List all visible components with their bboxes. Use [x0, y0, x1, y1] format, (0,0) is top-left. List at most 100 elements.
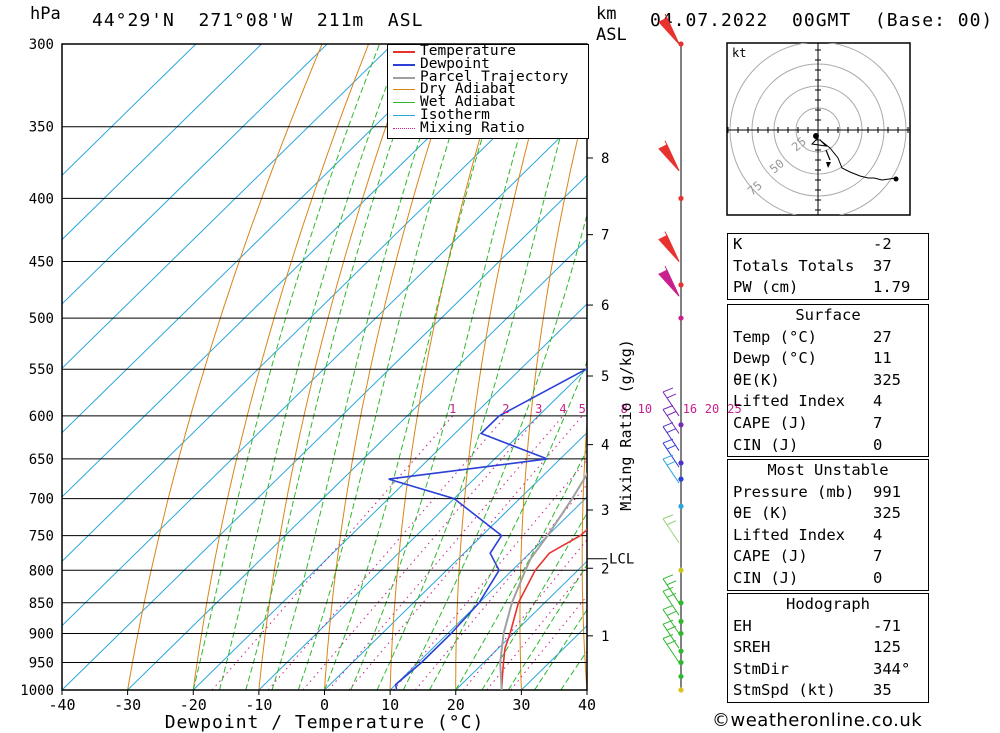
parcel-trajectory-line [499, 472, 587, 690]
hodo-stat-row: StmSpd (kt) 35 [728, 680, 928, 702]
mixing-ratio-label: 5 [579, 402, 586, 416]
dry-adiabat-line [192, 44, 370, 690]
mixing-ratio-label: 25 [727, 402, 741, 416]
wind-barb [662, 634, 680, 663]
index-row: K -2 [728, 234, 928, 256]
hodo-stat-value: -71 [873, 616, 901, 635]
surface-value: 11 [873, 349, 892, 368]
km-tick-label: 1 [601, 629, 609, 645]
surface-row: CIN (J) 0 [728, 435, 928, 457]
wind-barb [662, 422, 680, 451]
isotherm-line [127, 238, 587, 690]
legend-swatch [393, 76, 415, 79]
surface-row: Temp (°C) 27 [728, 327, 928, 349]
mu-row: CIN (J) 0 [728, 568, 928, 590]
pressure-tick-label: 900 [29, 626, 54, 642]
mixing-ratio-label: 1 [449, 402, 456, 416]
legend-swatch [393, 114, 415, 116]
location-title: 44°29'N 271°08'W 211m ASL [92, 10, 424, 31]
isotherm-line [455, 560, 587, 690]
wind-barb [662, 605, 680, 634]
wind-barb [662, 387, 680, 417]
pressure-tick-label: 350 [29, 120, 54, 136]
wind-barb [662, 405, 680, 434]
wind-level-dot [678, 315, 684, 321]
pressure-tick-label: 850 [29, 596, 54, 612]
hodograph-storm-vector [825, 149, 831, 161]
isotherm-line [62, 174, 587, 690]
surface-value: 27 [873, 327, 892, 346]
wind-level-dot [678, 41, 684, 47]
wind-barb [662, 586, 680, 616]
mu-row: CAPE (J) 7 [728, 546, 928, 568]
wind-level-dot [678, 630, 684, 637]
wind-level-dot [678, 476, 684, 482]
wind-level-dot [678, 282, 684, 288]
mixing-ratio-line [302, 415, 540, 690]
dry-adiabat-line [642, 44, 694, 690]
legend-label: Dewpoint [420, 55, 490, 72]
wind-level-dot [678, 687, 684, 693]
isotherm-line [62, 44, 328, 305]
mu-value: 4 [873, 525, 883, 544]
wet-adiabat-line [481, 512, 587, 690]
isotherm-line [62, 44, 394, 370]
credit-text: ©weatheronline.co.uk [712, 710, 923, 731]
index-key: Totals Totals [733, 256, 855, 275]
index-row: PW (cm) 1.79 [728, 277, 928, 299]
wind-barb [662, 574, 680, 604]
mixing-ratio-label: 4 [559, 402, 566, 416]
x-tick-label: 20 [447, 696, 465, 714]
km-tick-label: 2 [601, 561, 609, 577]
isotherm-line [258, 367, 587, 690]
wind-level-dot [678, 673, 684, 680]
mixing-ratio-axis-label: Mixing Ratio (g/kg) [617, 339, 635, 511]
x-tick-label: 0 [320, 696, 329, 714]
mixing-ratio-label: 8 [621, 402, 628, 416]
legend-label: Parcel Trajectory [420, 68, 569, 85]
legend-swatch [393, 51, 415, 53]
pressure-tick-label: 700 [29, 492, 54, 508]
pressure-tick-label: 600 [29, 409, 54, 425]
pressure-tick-label: 650 [29, 452, 54, 468]
x-tick-label: -30 [114, 696, 141, 714]
x-tick-label: -20 [180, 696, 207, 714]
x-tick-label: -40 [48, 696, 75, 714]
wind-barb [662, 454, 680, 484]
mixing-ratio-label: 20 [705, 402, 719, 416]
surface-key: Lifted Index [733, 392, 845, 411]
surface-value: 0 [873, 435, 883, 454]
legend-item: Dry Adiabat [388, 82, 588, 97]
wind-level-dot [678, 600, 684, 606]
wind-barb [662, 514, 680, 544]
hodo-stat-value: 344° [873, 659, 911, 678]
wind-level-dot [678, 567, 684, 573]
index-row: Totals Totals 37 [728, 256, 928, 278]
pressure-tick-label: 750 [29, 529, 54, 545]
isotherm-line [62, 44, 197, 176]
hodograph-end [893, 176, 899, 182]
wind-level-dot [678, 422, 684, 428]
wind-level-dot [678, 503, 684, 509]
lcl-label: LCL [609, 552, 634, 568]
surface-row: Dewp (°C) 11 [728, 348, 928, 370]
mixing-ratio-label: 2 [502, 402, 509, 416]
legend-label: Mixing Ratio [420, 119, 525, 136]
wind-barb [664, 265, 680, 297]
pressure-tick-label: 500 [29, 311, 54, 327]
most-unstable-title: Most Unstable [767, 461, 889, 479]
hodograph-start [813, 133, 819, 139]
hodo-stat-value: 35 [873, 681, 892, 700]
surface-row: Lifted Index 4 [728, 391, 928, 413]
hpa-label: hPa [30, 4, 61, 24]
hodo-stat-row: EH -71 [728, 616, 928, 638]
surface-key: Dewp (°C) [733, 349, 817, 368]
hodo-stat-key: StmDir [733, 659, 789, 678]
mu-key: CIN (J) [733, 568, 799, 587]
dry-adiabat-line [519, 97, 587, 690]
dry-adiabat-line [127, 44, 323, 690]
pressure-tick-label: 450 [29, 255, 54, 271]
wet-adiabat-line [376, 44, 587, 690]
mu-row: Lifted Index 4 [728, 525, 928, 547]
legend-item: Temperature [388, 44, 588, 58]
